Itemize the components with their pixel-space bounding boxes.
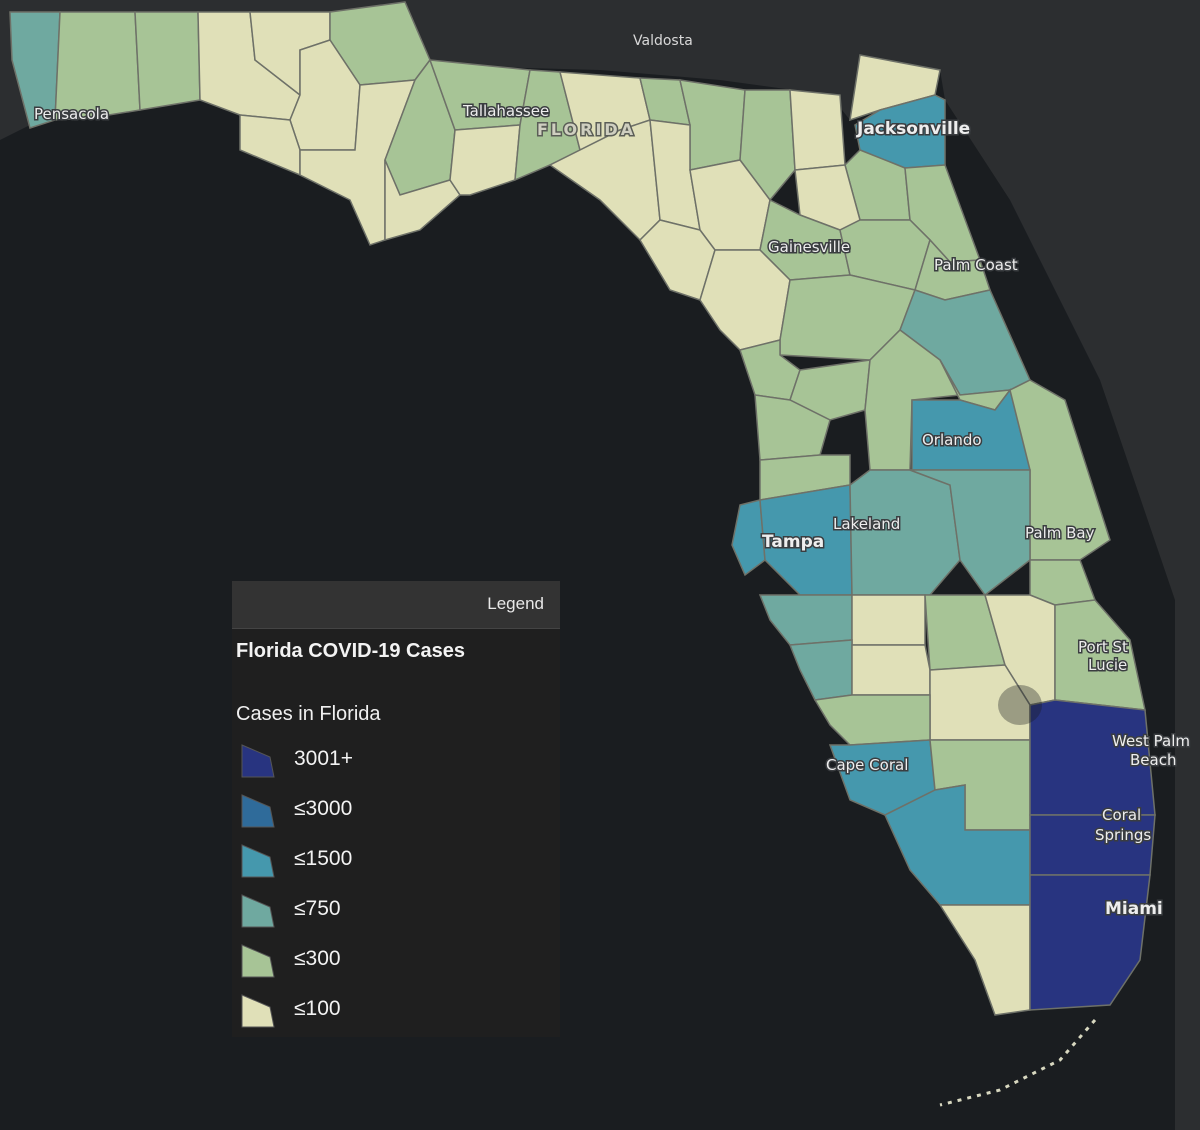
county-st-lucie[interactable] bbox=[1054, 599, 1146, 711]
county-monroe-mainland[interactable] bbox=[938, 904, 1031, 1016]
legend-item-750: ≤750 bbox=[240, 893, 540, 929]
label-gainesville: Gainesville bbox=[768, 238, 850, 256]
label-coral-springs: Coral bbox=[1102, 806, 1141, 824]
label-west-palm-beach-2: Beach bbox=[1130, 751, 1176, 769]
legend-swatch-icon bbox=[241, 744, 275, 778]
legend-item-3000: ≤3000 bbox=[240, 793, 540, 829]
county-desoto[interactable] bbox=[851, 644, 931, 696]
county-panhandle-3[interactable] bbox=[134, 11, 201, 111]
legend-label: ≤3000 bbox=[294, 797, 353, 820]
legend-item-300: ≤300 bbox=[240, 943, 540, 979]
place-labels: Valdosta Pensacola Tallahassee FLORIDA J… bbox=[33, 33, 1192, 921]
legend-swatch-icon bbox=[241, 844, 275, 878]
legend-item-1500: ≤1500 bbox=[240, 843, 540, 879]
county-miami-dade[interactable] bbox=[1029, 874, 1151, 1011]
label-orlando: Orlando bbox=[922, 431, 982, 449]
legend-label: ≤100 bbox=[294, 997, 341, 1020]
label-tallahassee: Tallahassee bbox=[462, 102, 549, 120]
county-palm-beach[interactable] bbox=[1029, 699, 1156, 816]
legend-item-100: ≤100 bbox=[240, 993, 540, 1029]
legend-label: 3001+ bbox=[294, 747, 353, 770]
county-hernando[interactable] bbox=[754, 394, 831, 461]
legend-label: ≤750 bbox=[294, 897, 341, 920]
county-columbia[interactable] bbox=[739, 89, 796, 202]
legend-layer-title: Florida COVID-19 Cases bbox=[236, 640, 465, 662]
label-lakeland: Lakeland bbox=[833, 515, 900, 533]
county-wakulla[interactable] bbox=[449, 124, 521, 196]
county-pinellas[interactable] bbox=[731, 499, 766, 577]
label-miami: Miami bbox=[1105, 899, 1163, 919]
county-sumter[interactable] bbox=[789, 359, 871, 421]
county-panhandle-8[interactable] bbox=[239, 114, 301, 177]
legend-header-label: Legend bbox=[487, 594, 544, 613]
legend-panel: Legend Florida COVID-19 Cases Cases in F… bbox=[232, 581, 560, 1037]
legend-field-title: Cases in Florida bbox=[236, 703, 381, 725]
lake-okeechobee bbox=[998, 685, 1042, 725]
county-hardee[interactable] bbox=[851, 594, 926, 646]
label-jacksonville: Jacksonville bbox=[856, 119, 970, 139]
county-panhandle-2[interactable] bbox=[54, 11, 141, 121]
county-charlotte[interactable] bbox=[813, 694, 931, 746]
legend-swatch-icon bbox=[241, 944, 275, 978]
label-west-palm-beach: West Palm bbox=[1112, 732, 1190, 750]
legend-swatch-icon bbox=[241, 894, 275, 928]
label-tampa: Tampa bbox=[762, 532, 824, 552]
county-manatee[interactable] bbox=[758, 594, 853, 646]
label-cape-coral: Cape Coral bbox=[826, 756, 908, 774]
county-broward[interactable] bbox=[1029, 814, 1156, 876]
legend-label: ≤300 bbox=[294, 947, 341, 970]
legend-item-3001-plus: 3001+ bbox=[240, 743, 540, 779]
legend-swatch-icon bbox=[241, 994, 275, 1028]
legend-swatch-icon bbox=[241, 794, 275, 828]
county-panhandle-west[interactable] bbox=[9, 11, 61, 129]
label-valdosta: Valdosta bbox=[633, 33, 693, 49]
label-palm-coast: Palm Coast bbox=[934, 256, 1018, 274]
label-pensacola: Pensacola bbox=[34, 105, 109, 123]
label-florida: FLORIDA bbox=[537, 120, 636, 139]
legend-label: ≤1500 bbox=[294, 847, 353, 870]
county-sarasota[interactable] bbox=[788, 639, 853, 701]
label-port-st-lucie: Port St bbox=[1078, 638, 1128, 656]
label-port-st-lucie-2: Lucie bbox=[1088, 656, 1127, 674]
legend-header[interactable]: Legend bbox=[232, 581, 560, 629]
label-palm-bay: Palm Bay bbox=[1025, 524, 1095, 542]
florida-keys bbox=[939, 1019, 1097, 1107]
label-coral-springs-2: Springs bbox=[1095, 826, 1151, 844]
county-baker[interactable] bbox=[789, 89, 846, 171]
county-panhandle-9[interactable] bbox=[299, 79, 417, 246]
